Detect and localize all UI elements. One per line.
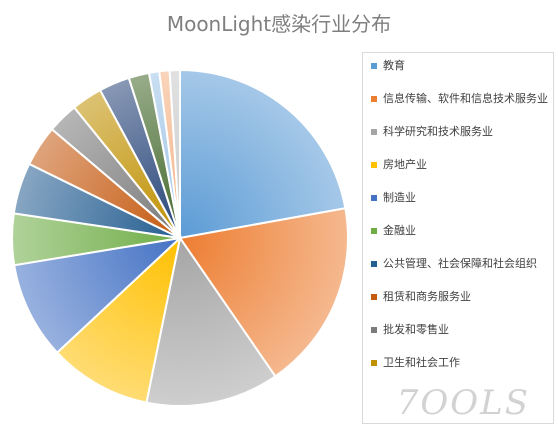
legend-swatch	[371, 327, 377, 333]
legend-label: 制造业	[383, 191, 416, 204]
legend-label: 信息传输、软件和信息技术服务业	[383, 92, 548, 105]
watermark-logo: 7OOLS	[396, 383, 530, 423]
legend-label: 租赁和商务服务业	[383, 290, 471, 303]
legend-item: 房地产业	[371, 158, 549, 171]
legend-label: 房地产业	[383, 158, 427, 171]
legend-label: 批发和零售业	[383, 323, 449, 336]
legend-swatch	[371, 96, 377, 102]
legend-item: 租赁和商务服务业	[371, 290, 549, 303]
legend-item: 批发和零售业	[371, 323, 549, 336]
legend-item: 信息传输、软件和信息技术服务业	[371, 92, 549, 105]
legend-label: 金融业	[383, 224, 416, 237]
legend-label: 卫生和社会工作	[383, 356, 460, 369]
legend-item: 教育	[371, 59, 549, 72]
pie-slice-2	[178, 207, 349, 378]
legend-swatch	[371, 228, 377, 234]
legend-item: 制造业	[371, 191, 549, 204]
legend-item: 卫生和社会工作	[371, 356, 549, 369]
legend-swatch	[371, 63, 377, 69]
legend-swatch	[371, 129, 377, 135]
pie-slice-5	[13, 236, 184, 355]
legend-item: 金融业	[371, 224, 549, 237]
chart-title: MoonLight感染行业分布	[166, 12, 392, 36]
legend-swatch	[371, 195, 377, 201]
legend-label: 公共管理、社会保障和社会组织	[383, 257, 537, 270]
legend-swatch	[371, 261, 377, 267]
pie-slice-15	[168, 68, 181, 239]
legend-swatch	[371, 360, 377, 366]
legend-label: 教育	[383, 59, 405, 72]
legend-label: 科学研究和技术服务业	[383, 125, 493, 138]
pie-slice-4	[55, 235, 182, 404]
legend-swatch	[371, 162, 377, 168]
legend: 教育信息传输、软件和信息技术服务业 科学研究和技术服务业 房地产业制造业金融业公共管…	[362, 52, 554, 424]
pie-slices	[11, 68, 349, 407]
pie-chart	[11, 68, 349, 407]
legend-swatch	[371, 294, 377, 300]
pie-slice-1	[179, 68, 347, 240]
legend-item: 科学研究和技术服务业	[371, 125, 549, 138]
legend-item: 公共管理、社会保障和社会组织	[371, 257, 549, 270]
pie-slice-3	[145, 235, 277, 407]
